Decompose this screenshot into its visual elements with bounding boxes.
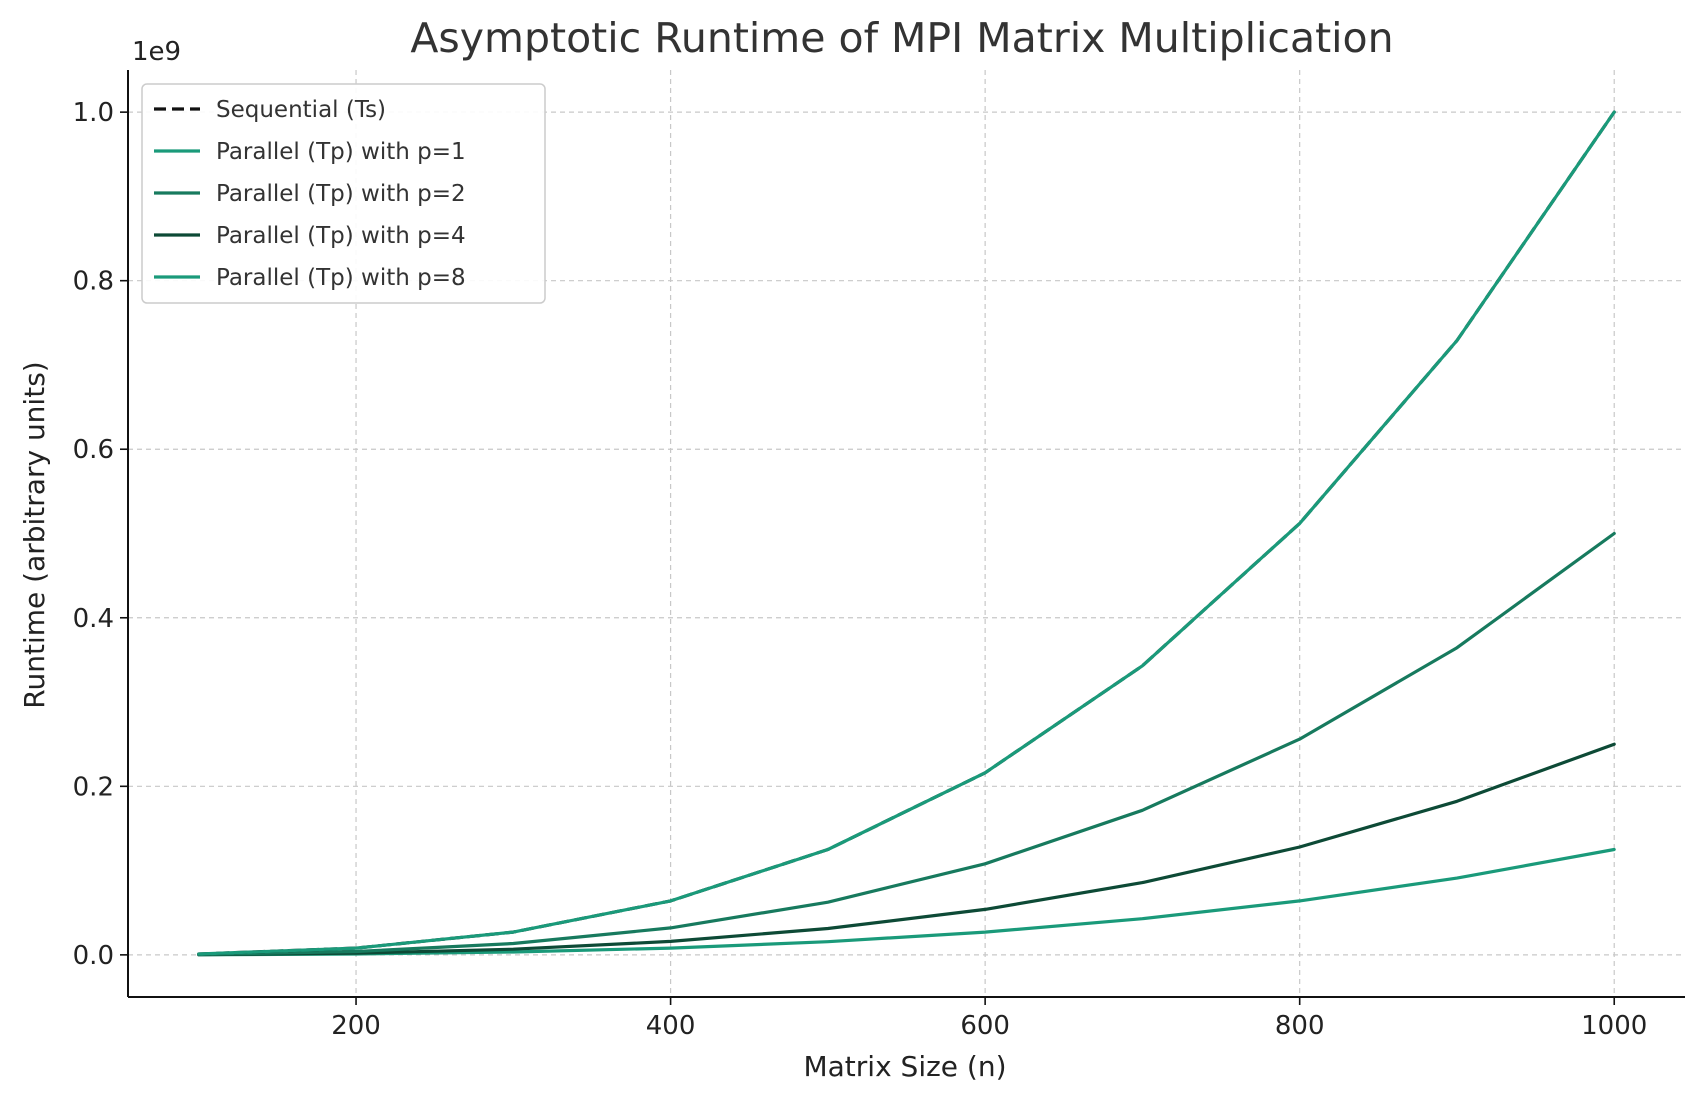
- x-tick-label-1000: 1000: [1581, 1011, 1647, 1041]
- y-tick-label-0.0: 0.0: [73, 941, 114, 971]
- x-tick-label-400: 400: [646, 1011, 696, 1041]
- legend-label-1: Sequential (Ts): [216, 97, 386, 123]
- y-offset-label: 1e9: [132, 37, 181, 67]
- y-tick-label-0.6: 0.6: [73, 435, 114, 465]
- x-tick-label-800: 800: [1275, 1011, 1325, 1041]
- y-tick-label-0.2: 0.2: [73, 772, 114, 802]
- series-line-5: [197, 847, 1616, 957]
- legend-label-4: Parallel (Tp) with p=4: [216, 223, 466, 249]
- legend-label-3: Parallel (Tp) with p=2: [216, 181, 466, 207]
- axes: [127, 70, 1685, 998]
- y-tick-label-0.8: 0.8: [73, 267, 114, 297]
- series-line-3: [197, 531, 1616, 957]
- x-axis-label: Matrix Size (n): [803, 1050, 1006, 1083]
- y-tick-label-0.4: 0.4: [73, 604, 114, 634]
- series-line-4: [197, 742, 1616, 957]
- chart-title: Asymptotic Runtime of MPI Matrix Multipl…: [410, 14, 1393, 62]
- y-axis-label: Runtime (arbitrary units): [18, 361, 51, 708]
- ticks: 200 400 600 800 1000 0.0 0.2 0.4 0.6 0.8 1.0: [73, 98, 1648, 1041]
- x-tick-label-600: 600: [960, 1011, 1010, 1041]
- y-tick-label-1.0: 1.0: [73, 98, 114, 128]
- legend-box: [141, 83, 546, 304]
- legend-label-5: Parallel (Tp) with p=8: [216, 265, 466, 291]
- series-line-2: [197, 110, 1616, 956]
- series-layer: [197, 110, 1616, 957]
- legend-label-2: Parallel (Tp) with p=1: [216, 139, 466, 165]
- x-tick-label-200: 200: [331, 1011, 381, 1041]
- legend: Sequential (Ts) Parallel (Tp) with p=1 Par…: [141, 83, 546, 304]
